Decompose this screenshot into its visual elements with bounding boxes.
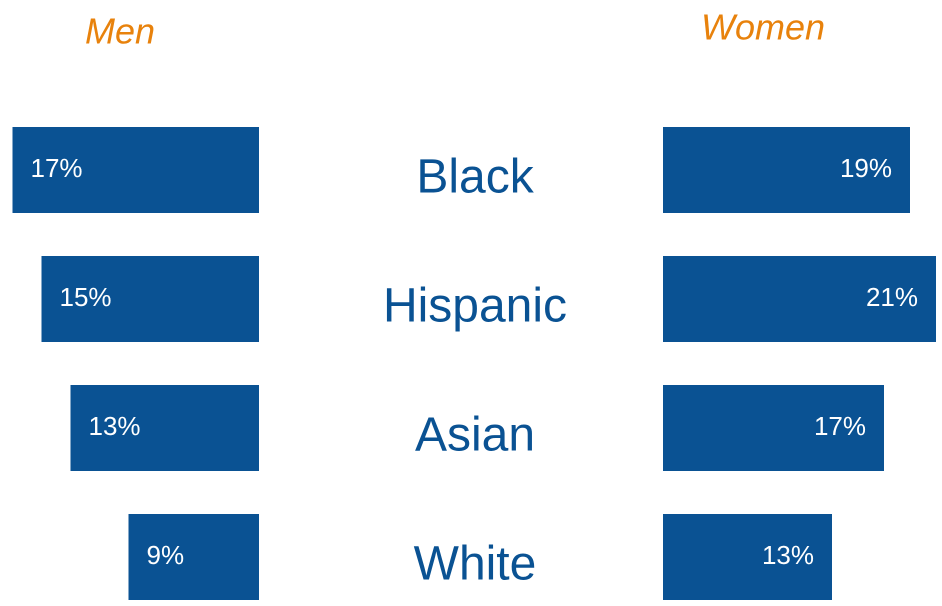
bar (12, 127, 259, 213)
bar (663, 256, 936, 342)
bar (128, 514, 259, 600)
series-header: Women (701, 7, 825, 48)
value-label: 9% (147, 540, 185, 570)
bar (663, 514, 832, 600)
category-label: Hispanic (383, 280, 567, 333)
bar (70, 385, 259, 471)
category-label: White (414, 538, 537, 591)
series-header: Men (85, 11, 155, 52)
category-label: Asian (415, 409, 535, 462)
value-label: 17% (31, 153, 83, 183)
bar (41, 256, 259, 342)
value-label: 13% (762, 540, 814, 570)
bar (663, 127, 910, 213)
value-label: 21% (866, 282, 918, 312)
value-label: 17% (814, 411, 866, 441)
value-label: 15% (60, 282, 112, 312)
value-label: 19% (840, 153, 892, 183)
bar (663, 385, 884, 471)
category-label: Black (416, 151, 534, 204)
value-label: 13% (89, 411, 141, 441)
